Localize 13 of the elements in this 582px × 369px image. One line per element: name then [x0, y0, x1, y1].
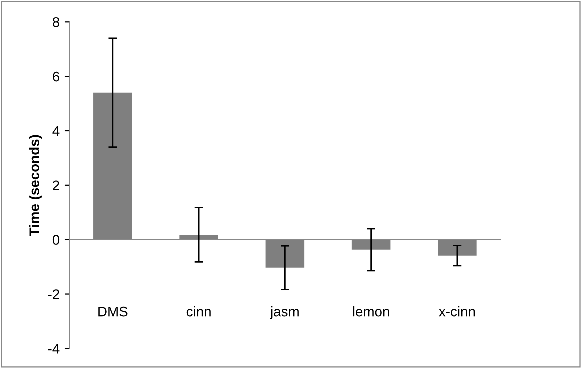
y-axis-title: Time (seconds): [29, 135, 42, 236]
y-tick-label: 0: [52, 235, 60, 246]
y-tick-label: 8: [53, 17, 60, 28]
y-tick-label: 2: [53, 180, 60, 190]
x-tick-label: DMS: [98, 306, 128, 317]
x-tick-label: jasm: [270, 306, 299, 320]
y-tick-label: -2: [48, 290, 60, 300]
x-tick-label: cinn: [186, 306, 211, 317]
y-tick-label: 6: [53, 72, 60, 82]
y-tick-label: 4: [52, 126, 60, 136]
x-tick-label: x-cinn: [439, 306, 476, 317]
x-tick-label: lemon: [353, 306, 390, 317]
y-tick-label: -4: [48, 344, 60, 354]
